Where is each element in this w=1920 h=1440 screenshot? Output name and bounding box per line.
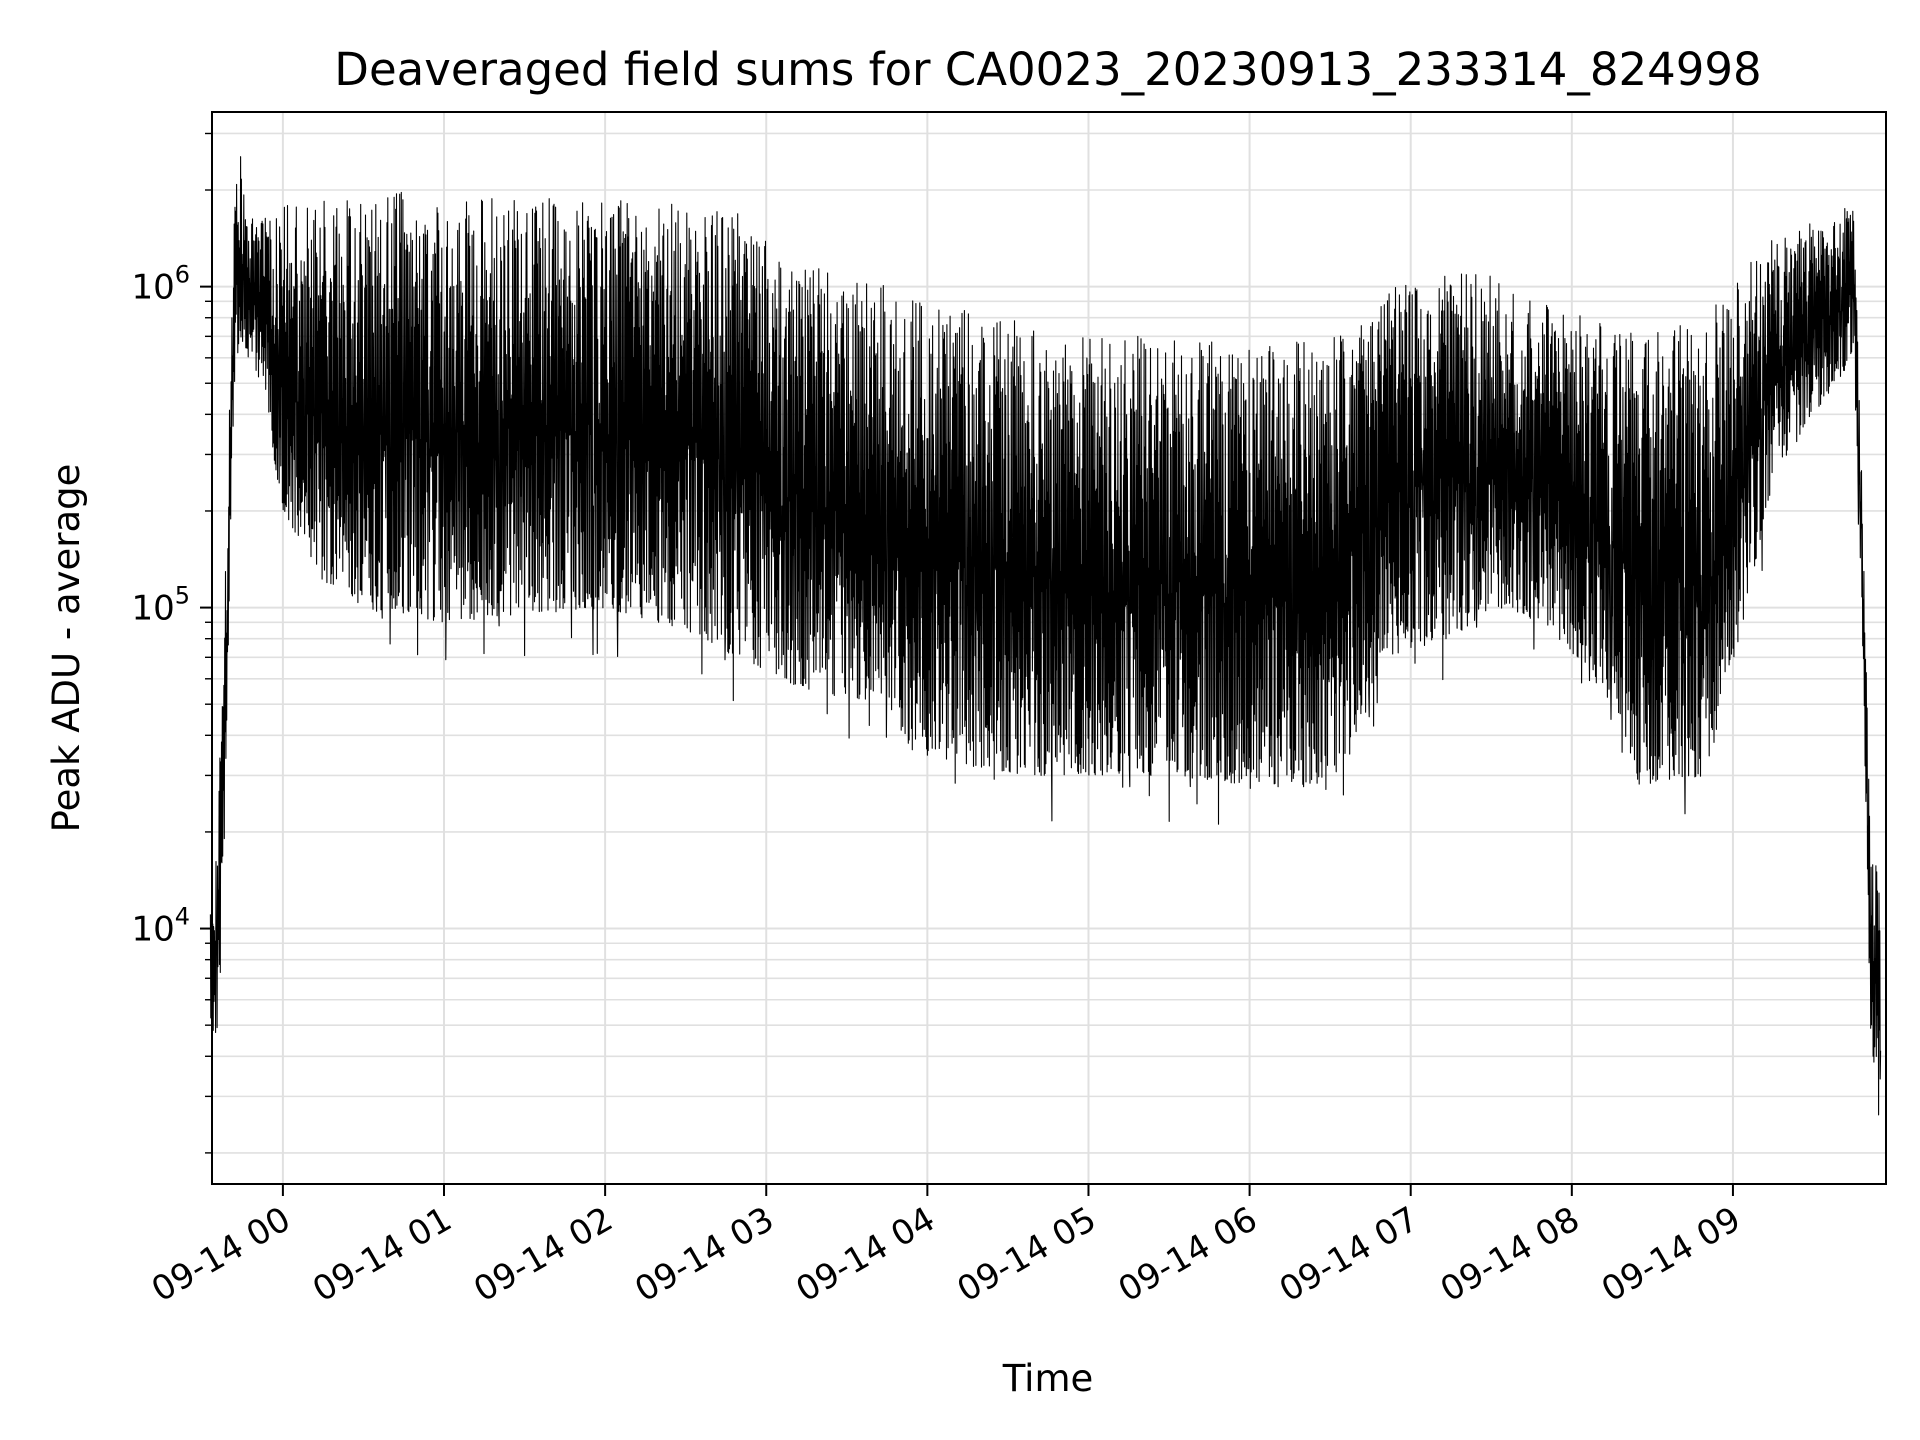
y-tick-label: 105 — [131, 582, 190, 629]
data-line-group — [209, 156, 1882, 1116]
plot-frame — [211, 111, 1887, 1185]
y-tick-exponent: 6 — [175, 261, 190, 289]
y-tick-label: 106 — [131, 261, 190, 308]
y-tick-base: 10 — [131, 910, 174, 950]
data-line — [209, 156, 1882, 1116]
x-axis-label: Time — [1002, 1357, 1094, 1400]
chart-title: Deaveraged field sums for CA0023_2023091… — [334, 43, 1761, 96]
y-tick-exponent: 5 — [175, 582, 190, 610]
y-tick-base: 10 — [131, 589, 174, 629]
y-tick-label: 104 — [131, 903, 190, 950]
y-tick-exponent: 4 — [175, 903, 190, 931]
y-axis-label: Peak ADU - average — [45, 464, 88, 833]
y-tick-base: 10 — [131, 268, 174, 308]
